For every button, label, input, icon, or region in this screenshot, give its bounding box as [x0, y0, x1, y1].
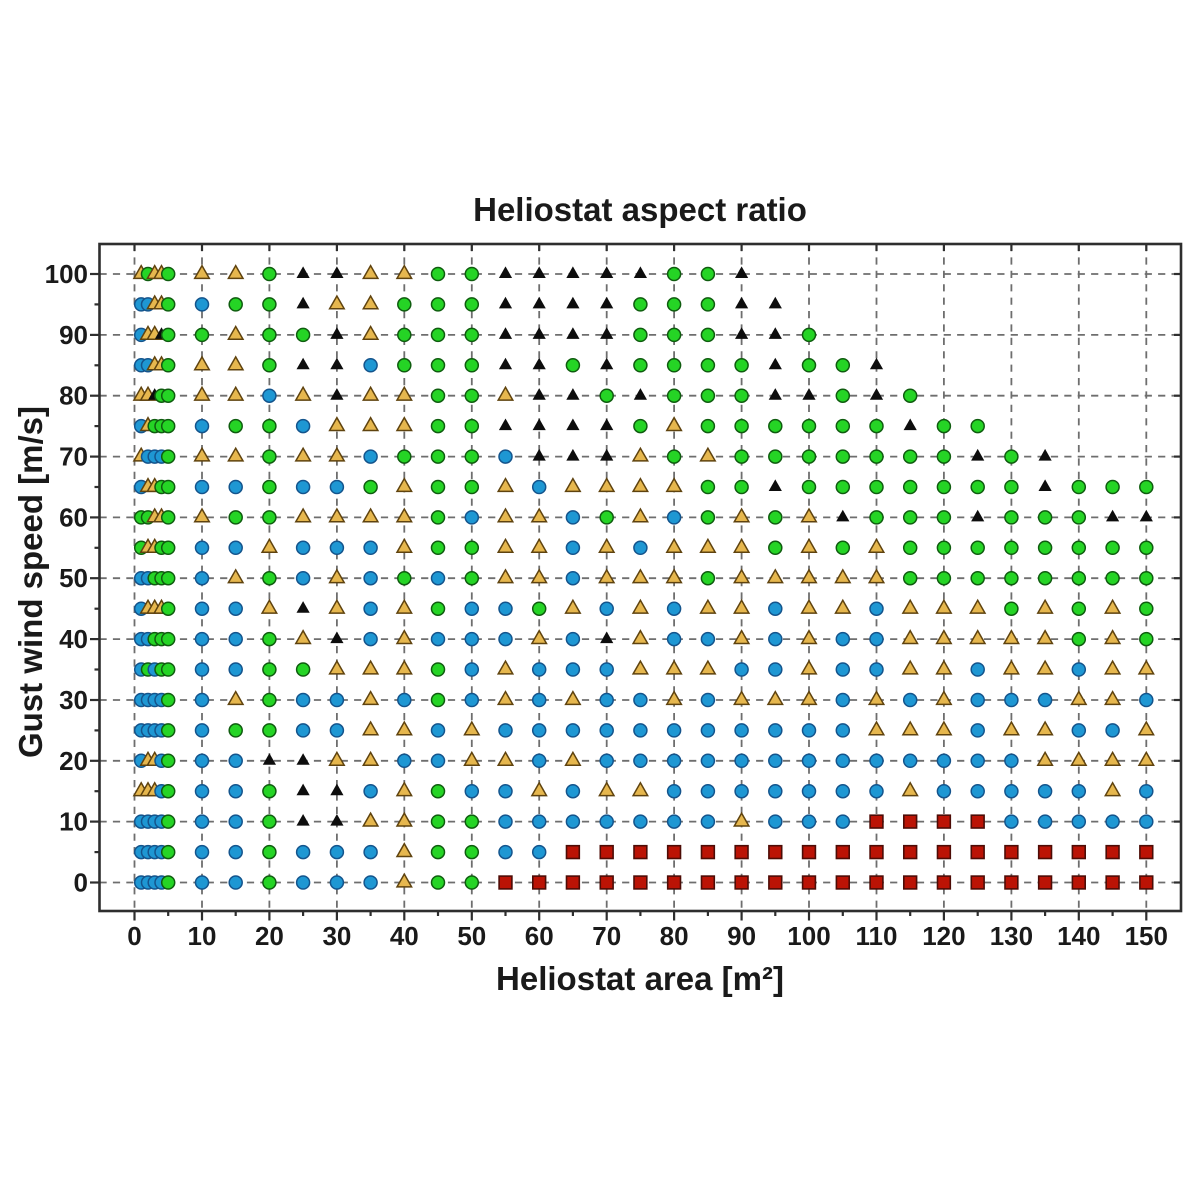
svg-text:20: 20: [59, 746, 88, 776]
svg-text:0: 0: [74, 868, 88, 898]
svg-text:100: 100: [45, 259, 88, 289]
svg-text:Heliostat area [m²]: Heliostat area [m²]: [496, 960, 784, 997]
svg-text:20: 20: [255, 921, 284, 951]
svg-text:10: 10: [59, 807, 88, 837]
svg-text:140: 140: [1057, 921, 1100, 951]
svg-text:60: 60: [525, 921, 554, 951]
svg-text:70: 70: [59, 442, 88, 472]
svg-text:40: 40: [390, 921, 419, 951]
svg-text:80: 80: [59, 381, 88, 411]
svg-text:80: 80: [660, 921, 689, 951]
svg-text:60: 60: [59, 502, 88, 532]
svg-text:10: 10: [188, 921, 217, 951]
svg-text:150: 150: [1125, 921, 1168, 951]
svg-text:100: 100: [787, 921, 830, 951]
svg-text:50: 50: [59, 563, 88, 593]
svg-text:30: 30: [59, 685, 88, 715]
svg-text:130: 130: [990, 921, 1033, 951]
svg-text:90: 90: [59, 320, 88, 350]
svg-text:0: 0: [127, 921, 141, 951]
svg-text:Gust wind speed [m/s]: Gust wind speed [m/s]: [12, 406, 49, 758]
svg-text:120: 120: [922, 921, 965, 951]
svg-text:Heliostat aspect ratio: Heliostat aspect ratio: [473, 191, 807, 228]
svg-text:70: 70: [592, 921, 621, 951]
svg-text:110: 110: [856, 921, 898, 951]
svg-text:30: 30: [322, 921, 351, 951]
svg-text:40: 40: [59, 624, 88, 654]
svg-text:50: 50: [457, 921, 486, 951]
svg-text:90: 90: [727, 921, 756, 951]
